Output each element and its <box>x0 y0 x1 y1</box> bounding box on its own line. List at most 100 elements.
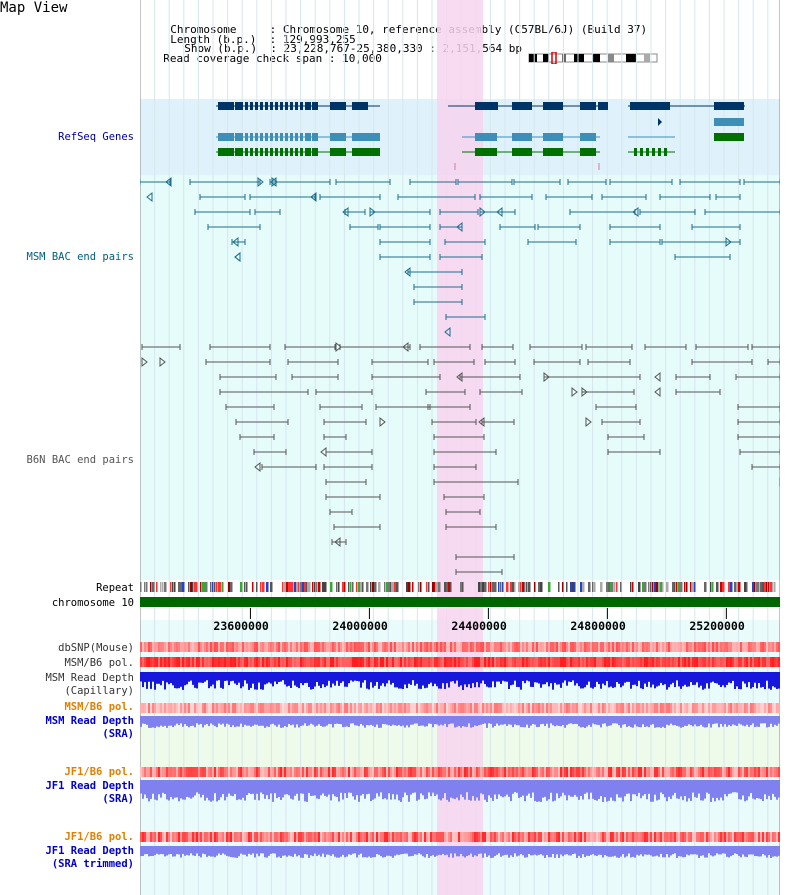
depth-bar[interactable] <box>266 846 268 858</box>
depth-bar[interactable] <box>556 780 558 794</box>
depth-bar[interactable] <box>770 846 772 858</box>
depth-bar[interactable] <box>326 846 328 855</box>
gene-exon[interactable] <box>543 148 563 156</box>
depth-bar[interactable] <box>536 846 538 856</box>
depth-bar[interactable] <box>288 716 290 724</box>
depth-bar[interactable] <box>476 846 478 857</box>
b6n-pair-end[interactable] <box>478 416 485 428</box>
depth-bar[interactable] <box>446 846 448 855</box>
depth-bar[interactable] <box>570 780 572 797</box>
depth-bar[interactable] <box>558 672 560 685</box>
depth-bar[interactable] <box>456 846 458 857</box>
depth-bar[interactable] <box>672 846 674 855</box>
depth-bar[interactable] <box>726 780 728 797</box>
depth-bar[interactable] <box>454 846 456 854</box>
depth-bar[interactable] <box>680 846 682 857</box>
depth-bar[interactable] <box>358 780 360 802</box>
depth-bar[interactable] <box>562 846 564 857</box>
depth-bar[interactable] <box>522 780 524 796</box>
depth-bar[interactable] <box>688 672 690 687</box>
depth-bar[interactable] <box>682 846 684 858</box>
depth-bar[interactable] <box>468 780 470 800</box>
depth-bar[interactable] <box>666 672 668 690</box>
depth-bar[interactable] <box>740 716 742 725</box>
depth-bar[interactable] <box>232 672 234 681</box>
depth-bar[interactable] <box>740 672 742 690</box>
depth-bar[interactable] <box>674 846 676 854</box>
depth-bar[interactable] <box>724 780 726 795</box>
depth-bar[interactable] <box>466 846 468 857</box>
depth-bar[interactable] <box>698 846 700 858</box>
depth-bar[interactable] <box>370 716 372 725</box>
depth-bar[interactable] <box>724 672 726 688</box>
depth-bar[interactable] <box>652 672 654 685</box>
depth-bar[interactable] <box>308 780 310 793</box>
depth-bar[interactable] <box>584 780 586 794</box>
depth-bar[interactable] <box>334 846 336 857</box>
depth-bar[interactable] <box>644 846 646 855</box>
depth-bar[interactable] <box>262 716 264 726</box>
depth-bar[interactable] <box>366 672 368 689</box>
depth-bar[interactable] <box>588 716 590 725</box>
depth-bar[interactable] <box>668 716 670 726</box>
depth-bar[interactable] <box>512 780 514 794</box>
depth-bar[interactable] <box>260 780 262 793</box>
depth-bar[interactable] <box>664 716 666 728</box>
depth-bar[interactable] <box>506 716 508 726</box>
depth-bar[interactable] <box>198 780 200 794</box>
depth-bar[interactable] <box>652 846 654 857</box>
depth-bar[interactable] <box>506 846 508 855</box>
depth-bar[interactable] <box>144 672 146 683</box>
depth-bar[interactable] <box>638 846 640 856</box>
depth-bar[interactable] <box>368 846 370 857</box>
depth-bar[interactable] <box>200 672 202 683</box>
depth-bar[interactable] <box>692 716 694 727</box>
depth-bar[interactable] <box>440 716 442 725</box>
depth-bar[interactable] <box>604 672 606 686</box>
depth-bar[interactable] <box>364 716 366 728</box>
depth-bar[interactable] <box>682 716 684 728</box>
depth-bar[interactable] <box>658 780 660 800</box>
depth-bar[interactable] <box>346 672 348 687</box>
depth-bar[interactable] <box>322 780 324 794</box>
depth-bar[interactable] <box>234 780 236 795</box>
depth-bar[interactable] <box>172 780 174 800</box>
depth-bar[interactable] <box>694 846 696 855</box>
depth-bar[interactable] <box>188 672 190 682</box>
gene-exon[interactable] <box>300 133 303 141</box>
gene-exon[interactable] <box>270 133 273 141</box>
depth-bar[interactable] <box>302 780 304 794</box>
depth-bar[interactable] <box>284 672 286 685</box>
depth-bar[interactable] <box>618 846 620 858</box>
gene-exon[interactable] <box>250 133 253 141</box>
depth-bar[interactable] <box>350 846 352 855</box>
depth-bar[interactable] <box>154 846 156 855</box>
depth-bar[interactable] <box>202 780 204 795</box>
depth-bar[interactable] <box>680 780 682 797</box>
depth-bar[interactable] <box>204 780 206 801</box>
depth-bar[interactable] <box>160 716 162 726</box>
depth-bar[interactable] <box>504 846 506 855</box>
depth-bar[interactable] <box>454 780 456 800</box>
depth-bar[interactable] <box>328 716 330 724</box>
depth-bar[interactable] <box>176 672 178 689</box>
depth-bar[interactable] <box>382 716 384 724</box>
depth-bar[interactable] <box>714 846 716 856</box>
depth-bar[interactable] <box>750 672 752 689</box>
gene-exon[interactable] <box>245 102 248 110</box>
depth-bar[interactable] <box>612 780 614 801</box>
depth-bar[interactable] <box>590 672 592 688</box>
depth-bar[interactable] <box>142 780 144 799</box>
depth-bar[interactable] <box>638 780 640 793</box>
depth-bar[interactable] <box>246 846 248 857</box>
depth-bar[interactable] <box>490 780 492 798</box>
gene-exon[interactable] <box>305 148 311 156</box>
depth-bar[interactable] <box>692 672 694 685</box>
depth-bar[interactable] <box>602 780 604 802</box>
depth-bar[interactable] <box>594 672 596 687</box>
depth-bar[interactable] <box>738 716 740 724</box>
b6n-pair-end[interactable] <box>456 371 463 383</box>
depth-bar[interactable] <box>340 846 342 857</box>
gene-exon[interactable] <box>275 102 278 110</box>
depth-bar[interactable] <box>186 716 188 726</box>
